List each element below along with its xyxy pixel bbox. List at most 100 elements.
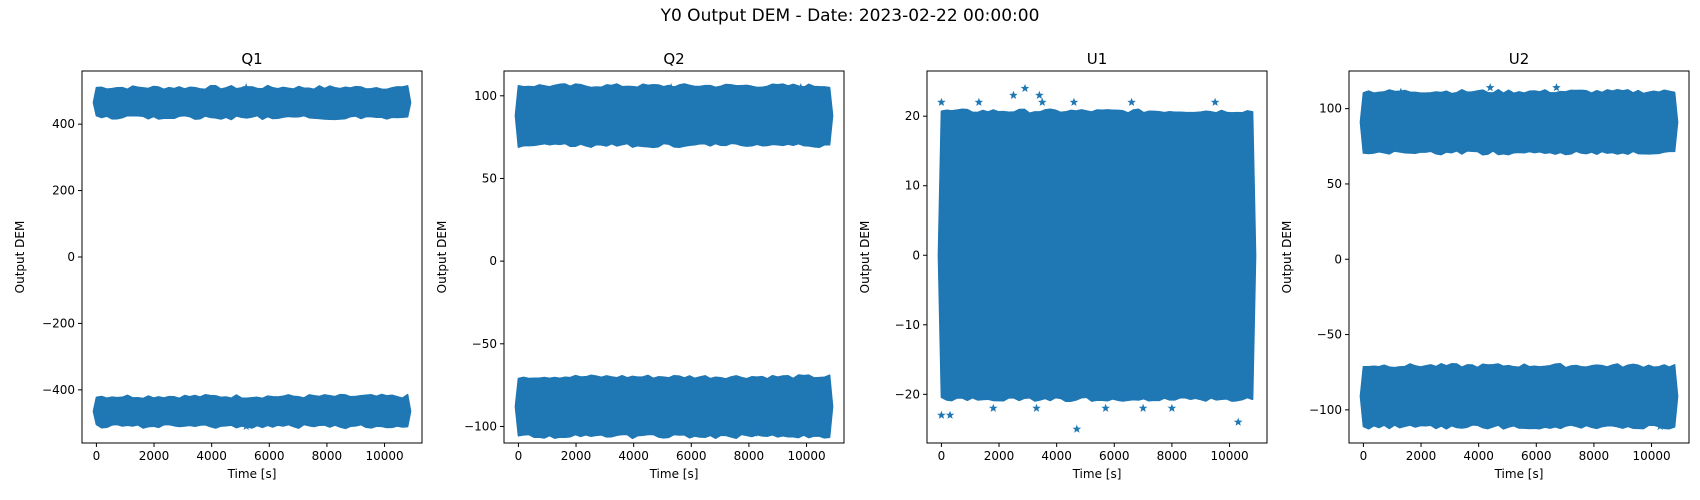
data-band-1 — [937, 108, 1257, 403]
data-point — [1485, 83, 1495, 92]
y-tick-label: 0 — [1334, 252, 1342, 266]
data-point — [1069, 97, 1079, 106]
data-point — [1167, 403, 1177, 412]
data-point — [1127, 97, 1136, 106]
data-band-1 — [1359, 88, 1679, 156]
y-axis-label: Output DEM — [1280, 221, 1294, 294]
subplot-title: Q2 — [663, 50, 684, 68]
y-tick-label: −10 — [895, 318, 920, 332]
data-point — [1072, 424, 1082, 433]
x-tick-label: 4000 — [618, 449, 649, 463]
y-axis-label: Output DEM — [435, 221, 449, 294]
y-tick-label: 400 — [52, 117, 75, 131]
data-point — [989, 403, 998, 412]
data-point — [242, 421, 251, 430]
x-tick-label: 0 — [515, 449, 523, 463]
subplot-u2: 0 2000 4000 6000 8000 10000 −100 −50 0 50 100 U2 Tim… — [1280, 50, 1690, 481]
data-layer — [514, 83, 834, 440]
axes-frame — [81, 70, 423, 444]
x-tick-label: 0 — [93, 449, 101, 463]
x-axis-label: Time [s] — [1072, 467, 1122, 481]
data-point — [1396, 87, 1406, 96]
y-tick-label: −200 — [42, 316, 75, 330]
data-point — [1038, 97, 1047, 106]
data-band-1 — [514, 83, 834, 149]
x-tick-label: 10000 — [365, 449, 403, 463]
data-point — [937, 410, 946, 419]
data-point — [1233, 417, 1243, 426]
subplot-title: U2 — [1509, 50, 1530, 68]
figure-title: Y0 Output DEM - Date: 2023-02-22 00:00:0… — [660, 6, 1040, 26]
x-tick-label: 4000 — [1041, 449, 1072, 463]
axes-frame — [503, 70, 845, 444]
data-point — [1210, 97, 1220, 106]
x-tick-label: 8000 — [1157, 449, 1188, 463]
x-tick-label: 6000 — [1521, 449, 1552, 463]
data-point — [750, 428, 759, 437]
data-point — [1655, 421, 1665, 431]
data-point — [937, 97, 946, 106]
subplot-title: U1 — [1087, 50, 1108, 68]
y-tick-label: −50 — [472, 337, 497, 351]
y-tick-label: 50 — [1327, 177, 1342, 191]
data-point — [945, 410, 955, 419]
y-tick-label: −100 — [1309, 403, 1342, 417]
data-point — [571, 83, 581, 92]
x-tick-label: 8000 — [734, 449, 765, 463]
y-tick-label: −50 — [1317, 328, 1342, 342]
x-tick-label: 10000 — [787, 449, 825, 463]
y-tick-label: −20 — [895, 387, 920, 401]
x-tick-label: 2000 — [984, 449, 1015, 463]
data-point — [1032, 403, 1041, 412]
x-tick-label: 2000 — [139, 449, 170, 463]
data-point — [1020, 83, 1030, 92]
x-axis-label: Time [s] — [1494, 467, 1544, 481]
data-point — [666, 83, 676, 92]
y-tick-label: 200 — [52, 184, 75, 198]
data-point — [1138, 403, 1148, 412]
subplot-q1: 0 2000 4000 6000 8000 10000 −400 −200 0 200 400 Q1 T… — [13, 50, 423, 481]
x-tick-label: 10000 — [1210, 449, 1248, 463]
data-band-1 — [92, 84, 412, 121]
y-tick-label: 100 — [1319, 102, 1342, 116]
data-point — [796, 83, 806, 92]
x-axis-label: Time [s] — [227, 467, 277, 481]
x-tick-label: 0 — [1360, 449, 1368, 463]
y-tick-label: 20 — [905, 109, 920, 123]
x-axis-label: Time [s] — [649, 467, 699, 481]
x-tick-label: 2000 — [1406, 449, 1437, 463]
subplot-q2: 0 2000 4000 6000 8000 10000 −100 −50 0 50 100 Q2 Tim… — [435, 50, 845, 481]
data-band-2 — [92, 393, 412, 430]
data-band-2 — [1359, 363, 1679, 430]
x-tick-label: 4000 — [196, 449, 227, 463]
subplot-title: Q1 — [241, 50, 262, 68]
x-tick-label: 8000 — [312, 449, 343, 463]
y-tick-label: 50 — [482, 171, 497, 185]
data-band-2 — [514, 374, 834, 440]
x-tick-label: 2000 — [561, 449, 592, 463]
data-layer — [1359, 83, 1679, 431]
y-tick-label: −400 — [42, 383, 75, 397]
y-tick-label: 100 — [474, 89, 497, 103]
axes-frame — [1348, 70, 1690, 444]
data-point — [974, 97, 984, 106]
y-axis-label: Output DEM — [858, 221, 872, 294]
x-tick-label: 6000 — [676, 449, 707, 463]
x-tick-label: 0 — [938, 449, 946, 463]
data-point — [1035, 90, 1044, 99]
data-point — [1552, 83, 1561, 92]
y-axis-label: Output DEM — [13, 221, 27, 294]
data-layer — [937, 83, 1257, 433]
x-tick-label: 6000 — [1099, 449, 1130, 463]
x-tick-label: 4000 — [1463, 449, 1494, 463]
y-tick-label: 0 — [489, 254, 497, 268]
data-point — [1101, 403, 1110, 412]
x-tick-label: 6000 — [254, 449, 285, 463]
data-layer — [92, 83, 412, 430]
data-point — [1009, 90, 1018, 99]
x-tick-label: 10000 — [1632, 449, 1670, 463]
y-tick-label: 0 — [67, 250, 75, 264]
data-point — [242, 83, 251, 92]
y-tick-label: −100 — [464, 419, 497, 433]
